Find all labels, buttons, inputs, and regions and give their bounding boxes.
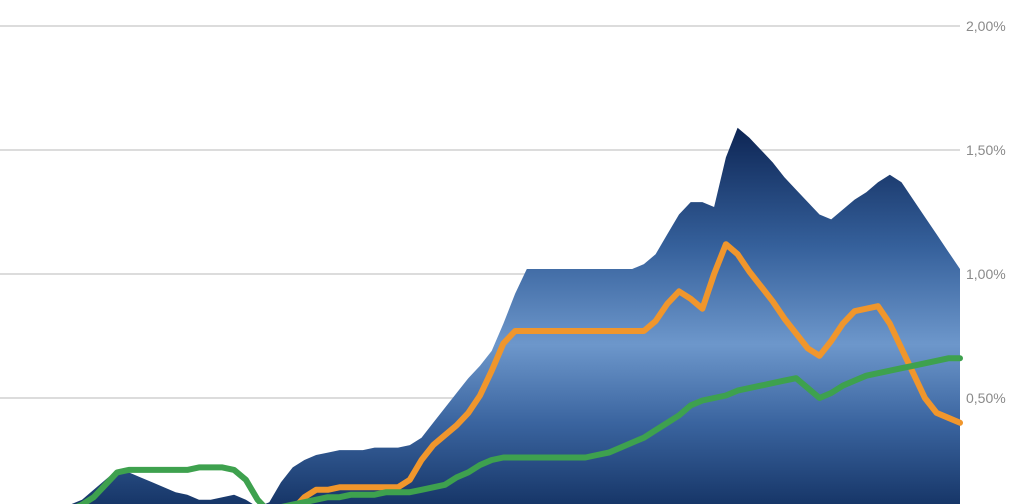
y-axis-tick-labels: 0,50% 1,00% 1,50% 2,00% <box>966 18 1006 406</box>
series-layer <box>71 127 963 504</box>
series-0-area <box>71 127 960 504</box>
series-2-line <box>75 355 963 504</box>
y-tick-label-0: 0,50% <box>966 390 1006 406</box>
y-tick-label-1: 1,00% <box>966 266 1006 282</box>
y-tick-label-3: 2,00% <box>966 18 1006 34</box>
series-1-line <box>293 241 963 504</box>
y-tick-label-2: 1,50% <box>966 142 1006 158</box>
